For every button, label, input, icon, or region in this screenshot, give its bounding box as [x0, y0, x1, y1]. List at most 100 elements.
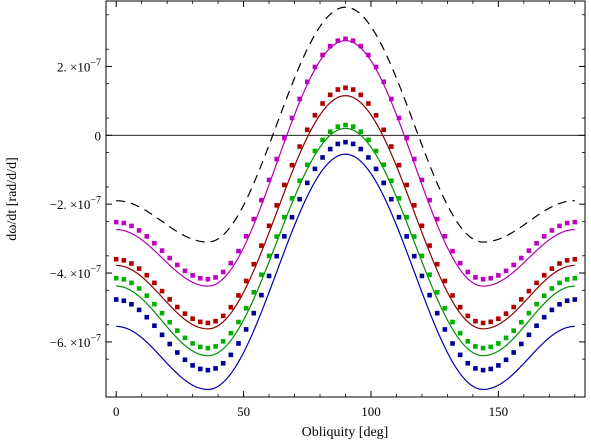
data-point: [297, 178, 302, 184]
data-point: [450, 293, 455, 298]
data-point: [152, 323, 157, 329]
data-point: [419, 223, 425, 229]
data-point: [519, 341, 524, 347]
data-point: [335, 87, 341, 92]
data-point: [274, 203, 280, 208]
data-point: [266, 177, 272, 183]
y-tick-mantissa: −4. ×10: [50, 266, 91, 281]
data-point: [205, 345, 211, 351]
data-point: [564, 298, 570, 304]
data-point: [564, 220, 570, 226]
data-point: [144, 314, 150, 320]
data-point: [236, 293, 241, 298]
data-point: [251, 310, 257, 316]
data-point: [220, 360, 226, 366]
data-point: [167, 341, 172, 347]
data-point: [175, 328, 180, 333]
data-point: [411, 253, 417, 259]
data-point: [396, 214, 402, 220]
data-point: [396, 162, 402, 168]
data-point: [519, 319, 524, 325]
data-point: [129, 223, 134, 229]
data-point: [534, 280, 539, 286]
data-point: [159, 248, 165, 253]
data-point: [259, 197, 264, 203]
data-point: [251, 290, 257, 295]
data-point: [236, 341, 241, 346]
data-point: [350, 38, 356, 43]
data-point: [129, 280, 134, 286]
data-point: [136, 286, 142, 291]
data-point: [541, 272, 547, 278]
data-point: [289, 214, 295, 220]
data-point: [496, 341, 501, 346]
data-point: [304, 127, 310, 133]
data-point: [427, 292, 432, 298]
data-point: [205, 320, 211, 326]
data-point: [327, 146, 333, 152]
data-point: [159, 332, 165, 338]
data-point: [450, 341, 455, 346]
data-point: [381, 162, 387, 168]
data-point: [396, 115, 402, 121]
data-point: [381, 79, 387, 85]
data-point: [197, 319, 203, 325]
data-point: [266, 223, 272, 229]
data-point: [228, 352, 234, 358]
data-point: [236, 248, 241, 254]
data-point: [389, 96, 394, 102]
data-point: [442, 278, 448, 284]
series-9: [116, 153, 575, 391]
data-point: [488, 344, 494, 350]
y-tick-exponent: −7: [90, 333, 101, 344]
data-point: [152, 240, 157, 246]
x-tick-label: 150: [489, 404, 509, 419]
data-point: [366, 155, 371, 160]
data-point: [503, 335, 509, 341]
data-point: [320, 101, 325, 106]
data-point: [526, 288, 532, 294]
data-point: [358, 129, 364, 134]
data-point: [167, 297, 172, 302]
data-point: [411, 156, 417, 162]
data-point: [335, 124, 341, 129]
data-point: [366, 137, 371, 143]
data-point: [129, 261, 134, 266]
data-point: [434, 261, 440, 267]
data-point: [312, 112, 318, 118]
data-point: [136, 228, 142, 233]
data-point: [213, 318, 218, 324]
y-tick-mantissa: −2. ×10: [50, 197, 91, 212]
data-point: [190, 363, 195, 368]
data-point: [366, 52, 371, 58]
data-point: [457, 330, 463, 336]
data-point: [549, 307, 555, 313]
series-8: [113, 139, 578, 373]
series-line: [116, 127, 575, 357]
data-point: [488, 319, 494, 325]
data-point: [457, 304, 463, 310]
data-point: [243, 278, 249, 284]
data-point: [434, 290, 440, 295]
data-point: [304, 79, 310, 85]
data-point: [358, 43, 364, 49]
data-point: [503, 268, 509, 274]
data-point: [427, 243, 432, 248]
data-point: [511, 350, 516, 355]
data-point: [350, 124, 356, 129]
data-point: [327, 92, 333, 98]
data-point: [266, 273, 272, 279]
data-point: [404, 182, 409, 188]
y-tick-exponent: −7: [90, 264, 101, 275]
data-point: [190, 341, 195, 346]
data-point: [312, 64, 318, 70]
data-point: [572, 275, 578, 281]
data-point: [534, 240, 539, 246]
data-point: [320, 137, 325, 143]
series-1: [116, 6, 575, 243]
data-point: [144, 234, 150, 239]
data-point: [113, 256, 119, 262]
y-axis-label: dω/dt [rad/d/d]: [5, 157, 20, 240]
data-point: [251, 216, 257, 222]
